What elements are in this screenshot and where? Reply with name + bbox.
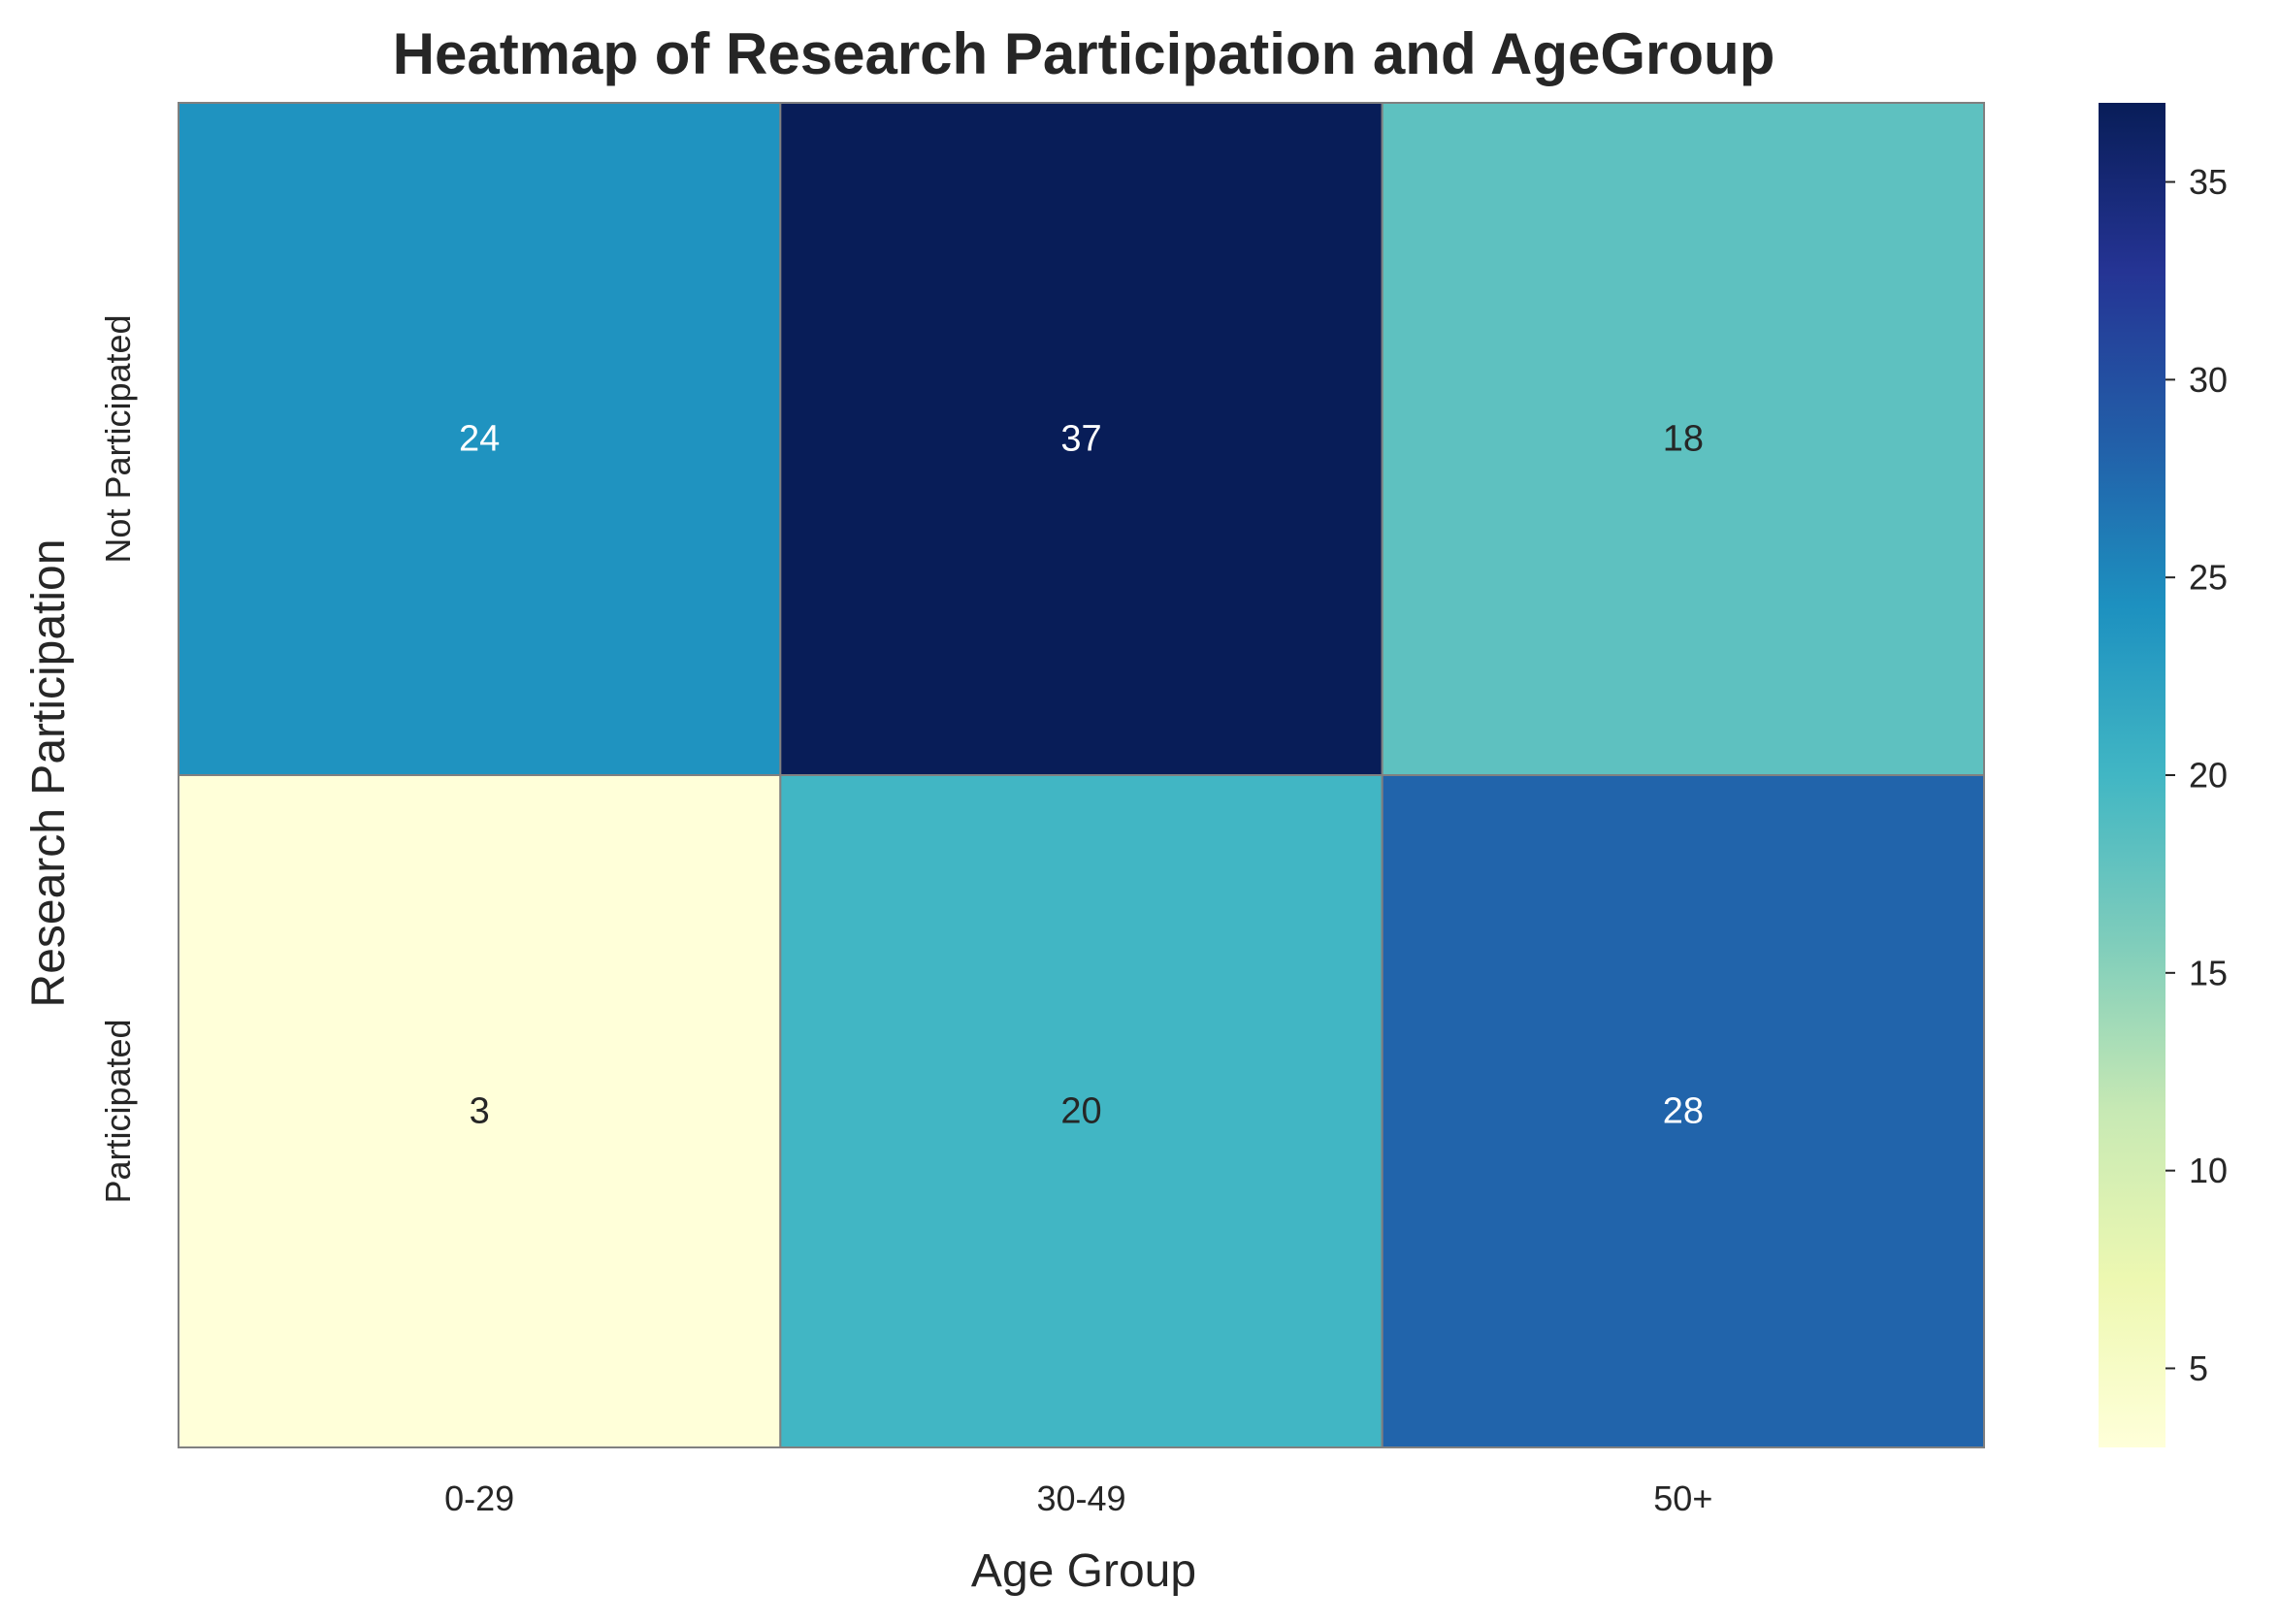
colorbar-tick-label: 35 xyxy=(2189,162,2228,202)
colorbar-gradient xyxy=(2099,103,2165,1447)
y-axis-ticks: Not Participated Participated xyxy=(98,314,138,1203)
cell-value-label: 3 xyxy=(470,1091,490,1132)
x-tick-label: 0-29 xyxy=(444,1478,514,1518)
heatmap-cell-participated-30-49 xyxy=(779,774,1384,1448)
colorbar-tick-label: 20 xyxy=(2189,756,2228,796)
chart-title: Heatmap of Research Participation and Ag… xyxy=(393,21,1775,86)
colorbar xyxy=(2099,103,2165,1447)
colorbar-tick-label: 25 xyxy=(2189,558,2228,598)
heatmap-cell-not-participated-0-29 xyxy=(178,102,782,776)
x-tick-label: 50+ xyxy=(1653,1478,1712,1518)
heatmap-cell-participated-0-29 xyxy=(178,774,782,1448)
cell-value-label: 20 xyxy=(1060,1091,1101,1132)
colorbar-ticks: 5 10 15 20 25 30 35 xyxy=(2165,162,2228,1388)
cell-value-label: 24 xyxy=(459,419,500,460)
y-tick-label: Not Participated xyxy=(98,314,138,563)
x-tick-label: 30-49 xyxy=(1036,1478,1125,1518)
x-axis-ticks: 0-29 30-49 50+ xyxy=(444,1478,1712,1518)
heatmap-cells xyxy=(178,102,1985,1448)
colorbar-tick-label: 10 xyxy=(2189,1151,2228,1190)
heatmap-cell-not-participated-50 xyxy=(1381,102,1985,776)
colorbar-tick-label: 15 xyxy=(2189,953,2228,992)
colorbar-tick-label: 30 xyxy=(2189,360,2228,400)
y-tick-label: Participated xyxy=(98,1019,138,1203)
heatmap-cell-participated-50 xyxy=(1381,774,1985,1448)
y-axis-label: Research Participation xyxy=(23,539,75,1008)
x-axis-label: Age Group xyxy=(971,1545,1196,1597)
heatmap-cell-labels: 24 37 18 3 20 28 xyxy=(459,419,1704,1132)
cell-value-label: 18 xyxy=(1663,419,1704,460)
colorbar-tick-label: 5 xyxy=(2189,1348,2208,1388)
heatmap-cell-not-participated-30-49 xyxy=(779,102,1384,776)
cell-value-label: 28 xyxy=(1663,1091,1704,1132)
cell-value-label: 37 xyxy=(1060,419,1101,460)
